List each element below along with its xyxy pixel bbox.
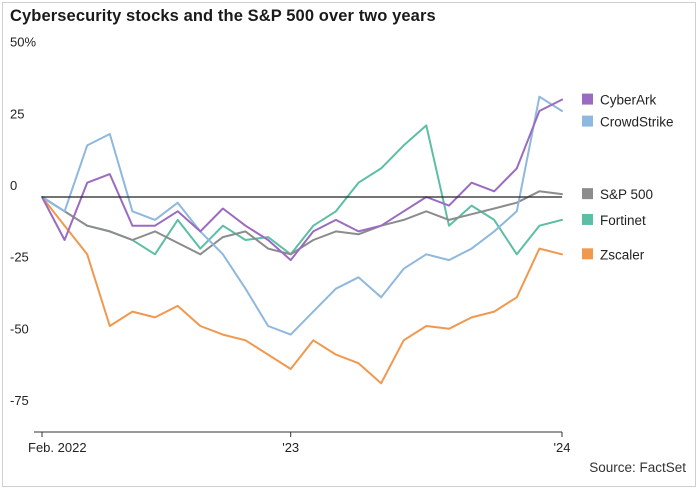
legend-swatch-cyberark — [582, 93, 593, 105]
legend-label-s-p-500: S&P 500 — [600, 187, 653, 202]
chart-frame — [2, 2, 696, 487]
y-tick-label: 0 — [10, 178, 17, 193]
legend-swatch-fortinet — [582, 213, 593, 225]
y-tick-label: 50% — [10, 35, 36, 50]
legend-swatch-crowdstrike — [582, 115, 593, 127]
y-tick-label: -75 — [10, 393, 29, 408]
source-note: Source: FactSet — [589, 460, 686, 475]
legend-label-cyberark: CyberArk — [600, 93, 657, 108]
chart-title: Cybersecurity stocks and the S&P 500 ove… — [10, 7, 436, 25]
legend-label-zscaler: Zscaler — [600, 247, 645, 262]
x-tick-label: '24 — [554, 440, 571, 455]
x-tick-label: Feb. 2022 — [28, 440, 87, 455]
x-tick-label: '23 — [282, 440, 299, 455]
legend-swatch-zscaler — [582, 248, 593, 260]
y-tick-label: 25 — [10, 106, 24, 121]
series-lines — [41, 95, 563, 385]
series-line-zscaler — [41, 196, 563, 385]
legend-label-fortinet: Fortinet — [600, 213, 646, 228]
legend: CyberArk CrowdStrike S&P 500 Fortinet Zscale… — [582, 93, 674, 262]
series-line-crowdstrike — [41, 95, 563, 336]
y-tick-label: -50 — [10, 321, 29, 336]
x-axis: Feb. 2022 '23 '24 — [28, 431, 571, 455]
legend-swatch-s-p-500 — [582, 188, 593, 200]
y-axis-ticks: 50% 25 0 -25 -50 -75 — [10, 35, 36, 408]
legend-label-crowdstrike: CrowdStrike — [600, 115, 674, 130]
y-tick-label: -25 — [10, 250, 29, 265]
series-line-cyberark — [41, 98, 563, 262]
